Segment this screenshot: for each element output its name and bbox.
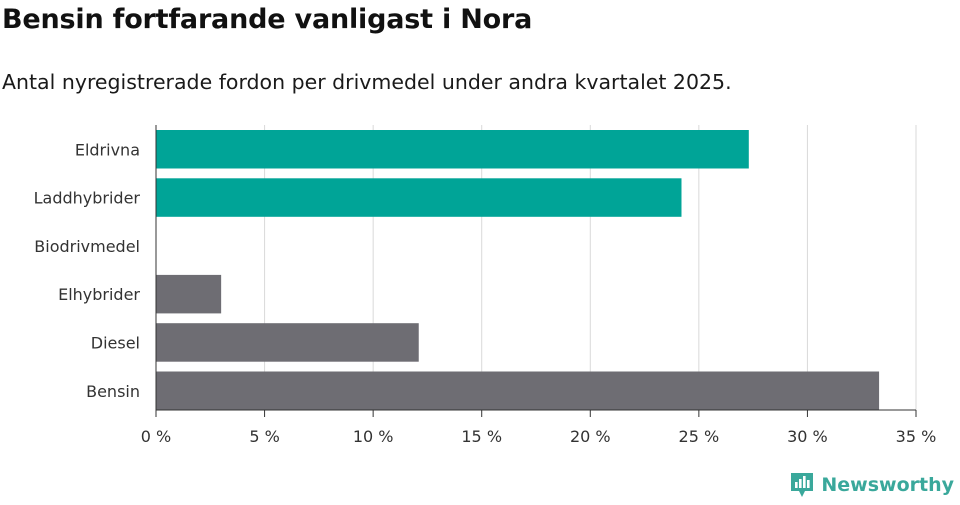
bar-diesel xyxy=(156,323,419,362)
bar-eldrivna xyxy=(156,130,749,169)
bar-bensin xyxy=(156,371,880,410)
x-tick-label: 35 % xyxy=(896,427,937,446)
bar-laddhybrider xyxy=(156,178,682,217)
x-tick-label: 30 % xyxy=(787,427,828,446)
x-tick-label: 0 % xyxy=(141,427,171,446)
chart-subtitle: Antal nyregistrerade fordon per drivmede… xyxy=(2,70,732,94)
bar-elhybrider xyxy=(156,274,222,314)
chart-title: Bensin fortfarande vanligast i Nora xyxy=(2,4,533,35)
newsworthy-icon xyxy=(791,473,814,497)
newsworthy-logo: Newsworthy xyxy=(789,471,954,499)
category-label: Laddhybrider xyxy=(34,189,141,208)
category-label: Elhybrider xyxy=(58,285,140,304)
x-tick-label: 20 % xyxy=(570,427,611,446)
category-label: Biodrivmedel xyxy=(34,237,140,256)
category-label: Bensin xyxy=(86,382,140,401)
x-tick-label: 5 % xyxy=(249,427,279,446)
x-tick-label: 15 % xyxy=(461,427,502,446)
x-tick-label: 25 % xyxy=(679,427,720,446)
category-label: Diesel xyxy=(91,333,140,352)
x-tick-label: 10 % xyxy=(353,427,394,446)
brand-name: Newsworthy xyxy=(821,474,954,496)
category-label: Eldrivna xyxy=(75,140,140,159)
